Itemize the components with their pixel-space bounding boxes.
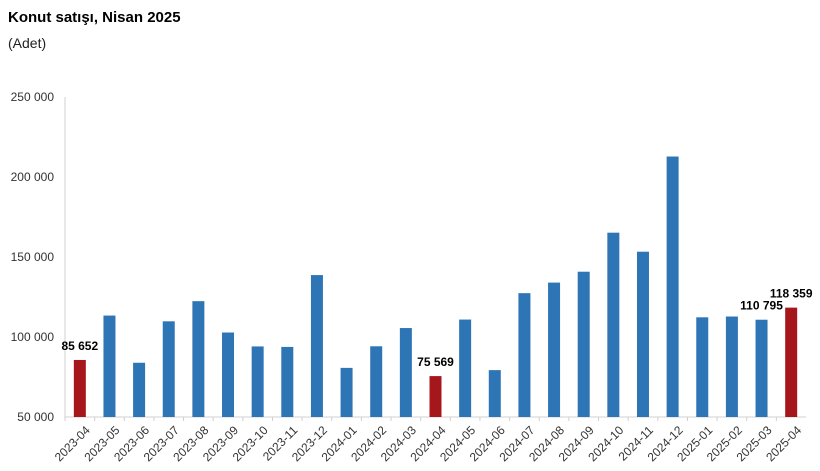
chart-subtitle: (Adet): [8, 35, 47, 51]
bar: [370, 346, 383, 417]
bar: [725, 316, 738, 417]
bar: [518, 293, 531, 417]
chart-title: Konut satışı, Nisan 2025: [8, 9, 181, 26]
bar: [696, 317, 709, 417]
bar: [162, 321, 175, 417]
bar: [548, 282, 561, 417]
bar: [459, 319, 472, 417]
data-label: 110 795: [740, 299, 783, 313]
bar: [429, 376, 442, 417]
y-tick-label: 250 000: [11, 90, 55, 104]
bar: [251, 346, 264, 417]
axes: 50 000 100 000 150 000 200 000 250 000: [11, 90, 806, 424]
bar: [281, 346, 294, 417]
data-label: 118 359: [770, 287, 813, 301]
bar: [399, 328, 412, 417]
bar: [607, 232, 620, 417]
bar: [755, 319, 768, 417]
y-tick-label: 200 000: [11, 170, 55, 184]
data-label: 75 569: [417, 355, 454, 369]
bar: [785, 307, 798, 417]
bar: [73, 359, 86, 417]
data-label: 85 652: [61, 339, 98, 353]
bars: [73, 156, 798, 417]
bar: [133, 362, 146, 417]
y-tick-label: 150 000: [11, 250, 55, 264]
bar: [666, 156, 679, 417]
bar: [192, 301, 205, 417]
bar: [636, 251, 649, 417]
bar: [340, 367, 353, 417]
y-tick-label: 50 000: [17, 410, 54, 424]
bar: [488, 370, 501, 417]
bar: [222, 332, 235, 417]
bar: [577, 271, 590, 417]
y-tick-label: 100 000: [11, 330, 55, 344]
bar: [310, 275, 323, 417]
bar: [103, 315, 116, 417]
